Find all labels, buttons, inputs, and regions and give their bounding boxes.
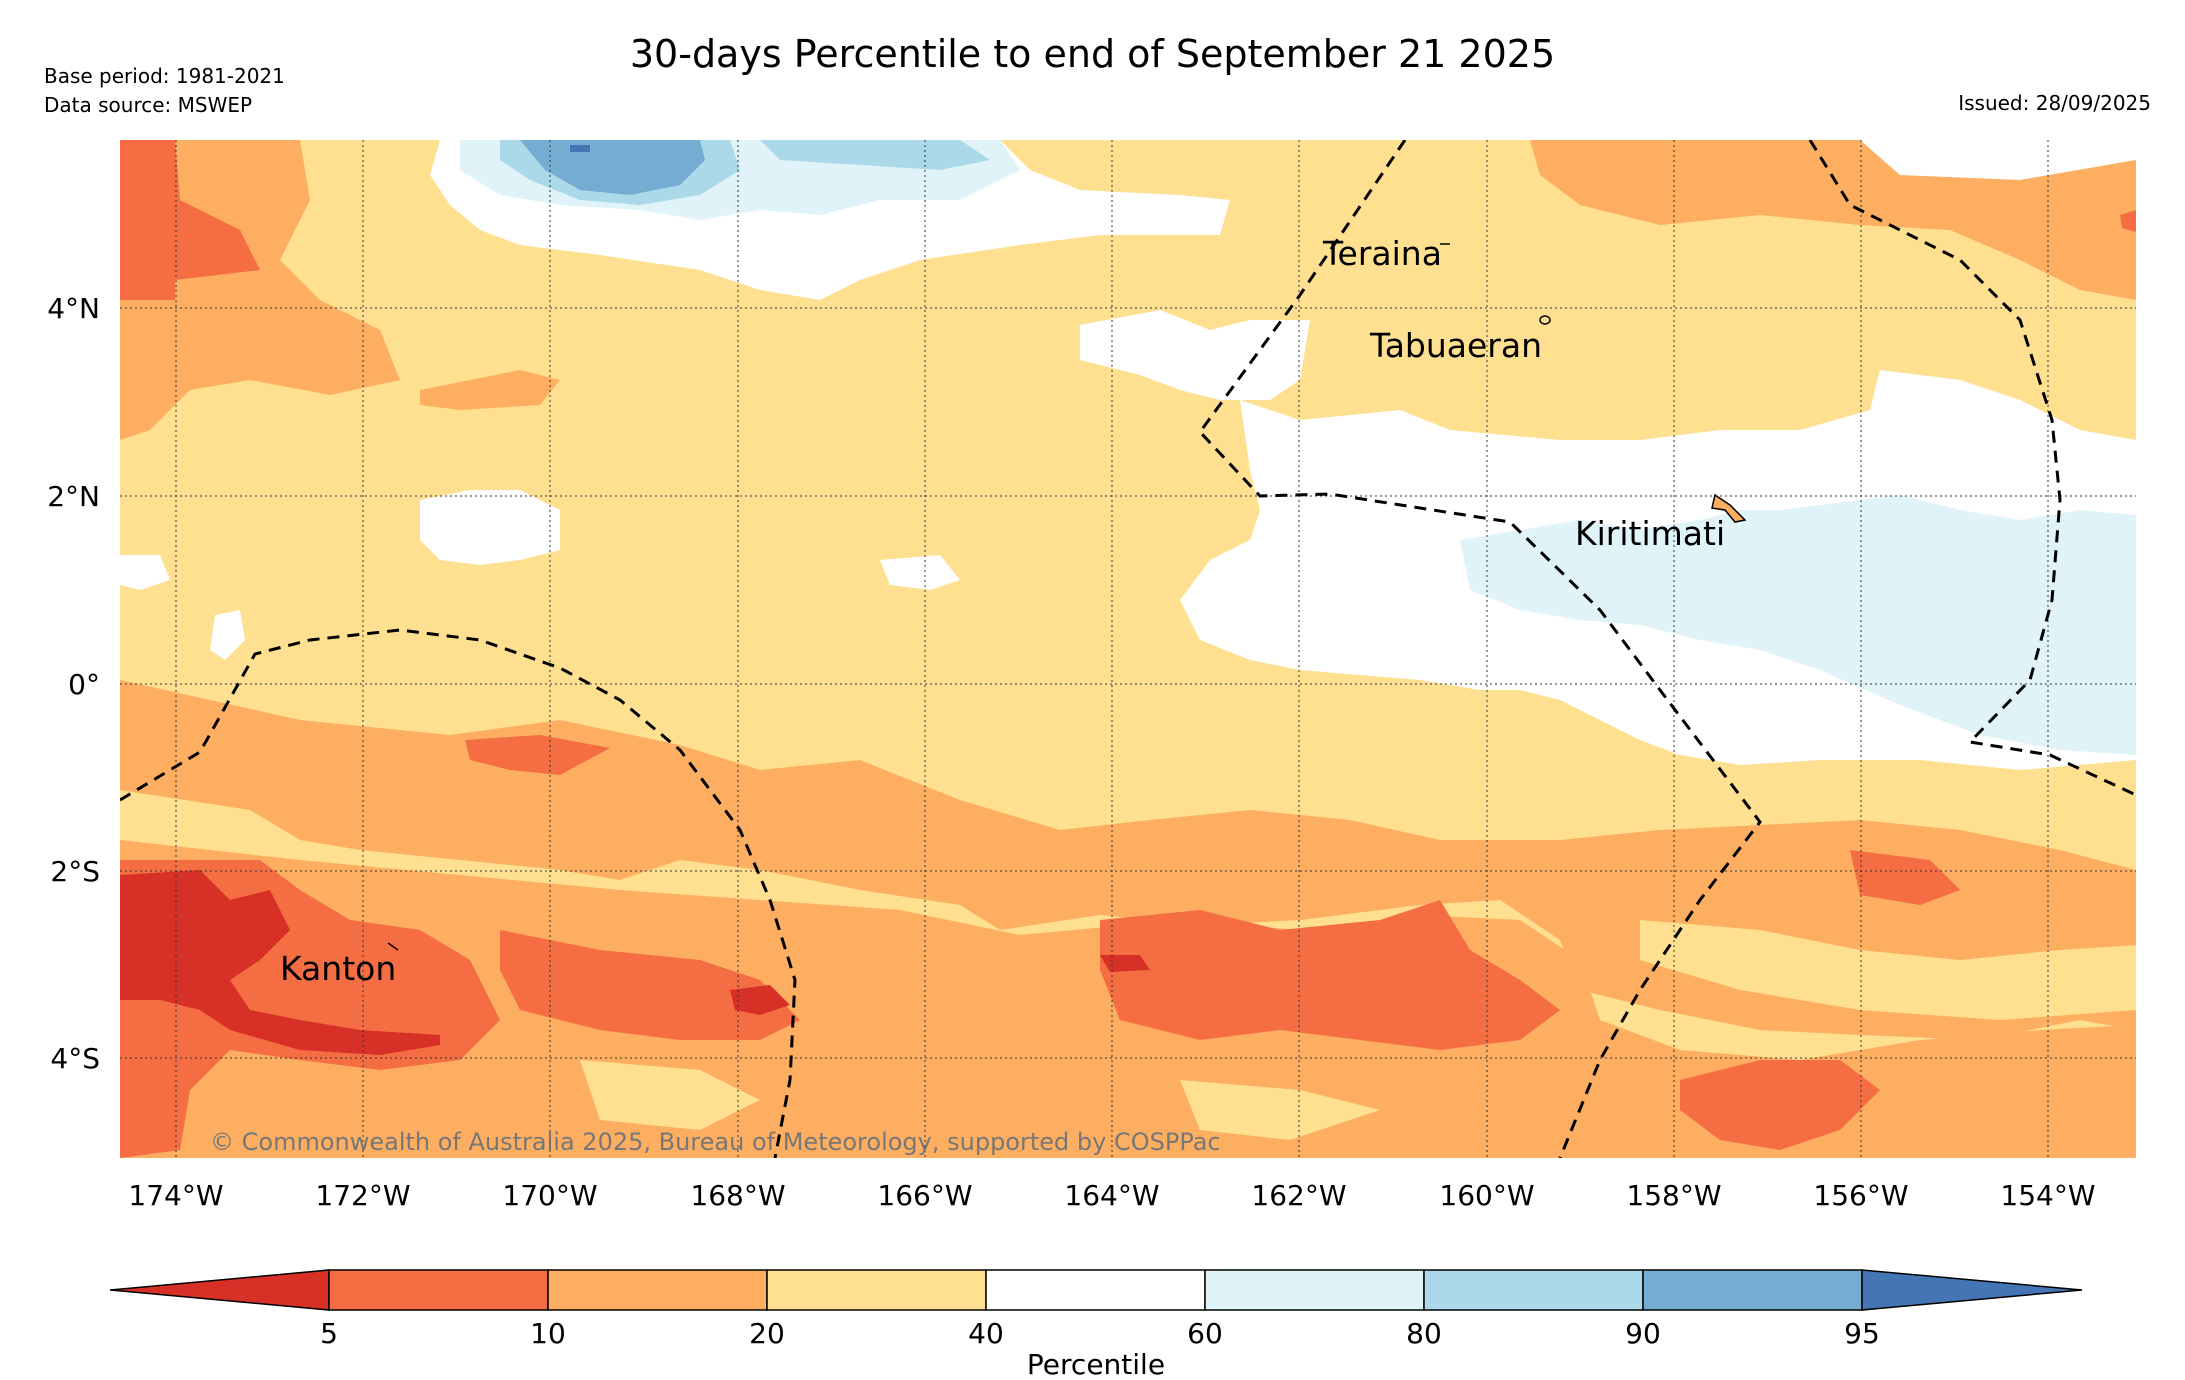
label-kiritimati: Kiritimati xyxy=(1575,514,1725,553)
lon-tick: 158°W xyxy=(1626,1179,1721,1212)
colorbar-title: Percentile xyxy=(1027,1348,1165,1380)
eez-line-phoenix xyxy=(120,628,797,1158)
region-lt5-south-mid xyxy=(1100,955,1150,972)
colorbar-40-60 xyxy=(985,1269,1206,1311)
colorbar-tick: 20 xyxy=(749,1317,785,1350)
lon-tick: 174°W xyxy=(128,1179,223,1212)
lat-tick: 2°S xyxy=(50,855,100,888)
region-5-10-southeast xyxy=(1680,1060,1880,1150)
colorbar-tick: 80 xyxy=(1406,1317,1442,1350)
longitude-axis: 174°W 172°W 170°W 168°W 166°W 164°W 162°… xyxy=(128,1179,2095,1212)
map-title: 30-days Percentile to end of September 2… xyxy=(629,32,1556,76)
region-40-60-north-center xyxy=(1080,310,1310,400)
colorbar-tick: 5 xyxy=(320,1317,338,1350)
region-20-40-south-gap2 xyxy=(1180,1080,1380,1140)
lat-tick: 4°S xyxy=(50,1042,100,1075)
region-20-40-southeast-gap xyxy=(1640,920,2136,1020)
island-kanton xyxy=(387,942,399,951)
region-40-60-west-blob2 xyxy=(210,610,245,660)
region-5-10-south-central xyxy=(500,930,800,1040)
data-source: Data source: MSWEP xyxy=(44,93,253,117)
eez-boundaries xyxy=(120,140,2136,1158)
region-gt95-north xyxy=(570,145,590,152)
lon-tick: 170°W xyxy=(502,1179,597,1212)
label-tabuaeran: Tabuaeran xyxy=(1369,326,1542,365)
lon-tick: 156°W xyxy=(1813,1179,1908,1212)
region-40-60-west-blob xyxy=(420,490,560,565)
island-tabuaeran xyxy=(1539,315,1551,325)
colorbar-20-40 xyxy=(766,1269,987,1311)
region-5-10-east xyxy=(1850,850,1960,905)
lon-tick: 164°W xyxy=(1064,1179,1159,1212)
region-60-80-east xyxy=(1460,495,2136,755)
region-5-10-east-edge xyxy=(2120,210,2136,232)
label-kanton: Kanton xyxy=(280,949,396,988)
meta-info: Base period: 1981-2021 Data source: MSWE… xyxy=(44,62,285,120)
colorbar-5-10 xyxy=(328,1269,549,1311)
eez-line-east xyxy=(1808,140,2136,797)
colorbar xyxy=(109,1269,2083,1311)
region-10-20-northeast xyxy=(1530,140,2136,300)
region-40-60-west-edge xyxy=(120,555,170,590)
gridlines xyxy=(120,140,2136,1158)
colorbar-tick: 95 xyxy=(1844,1317,1880,1350)
colorbar-tick: 10 xyxy=(530,1317,566,1350)
colorbar-60-80 xyxy=(1204,1269,1425,1311)
label-teraina: Teraina xyxy=(1322,234,1442,273)
island-kiritimati xyxy=(1711,493,1747,523)
region-lt5-southwest xyxy=(120,870,440,1055)
lon-tick: 160°W xyxy=(1439,1179,1534,1212)
latitude-axis: 4°N 2°N 0° 2°S 4°S xyxy=(47,292,100,1075)
region-40-60-northeast-edge xyxy=(1860,140,2136,180)
colorbar-gt95 xyxy=(1861,1269,2083,1311)
lon-tick: 166°W xyxy=(877,1179,972,1212)
copyright-notice: © Commonwealth of Australia 2025, Bureau… xyxy=(210,1128,1221,1156)
region-20-40-south-gap xyxy=(580,1060,760,1130)
lat-tick: 4°N xyxy=(47,292,100,325)
lon-tick: 172°W xyxy=(315,1179,410,1212)
region-80-90-north2 xyxy=(760,140,990,170)
region-5-10-band-north xyxy=(465,735,610,775)
region-10-20-south xyxy=(120,680,2136,1040)
colorbar-90-95 xyxy=(1642,1269,1863,1311)
colorbar-tick: 40 xyxy=(968,1317,1004,1350)
colorbar-10-20 xyxy=(547,1269,768,1311)
region-5-10-northwest xyxy=(120,140,260,300)
lat-tick: 0° xyxy=(68,668,100,701)
eez-line-line-islands xyxy=(1198,140,1762,1158)
lon-tick: 162°W xyxy=(1251,1179,1346,1212)
base-period: Base period: 1981-2021 xyxy=(44,64,285,88)
colorbar-lt5 xyxy=(109,1269,330,1311)
map-area xyxy=(120,140,2136,1158)
lon-tick: 154°W xyxy=(2000,1179,2095,1212)
colorbar-80-90 xyxy=(1423,1269,1644,1311)
colorbar-tick: 90 xyxy=(1625,1317,1661,1350)
region-40-60-center-blob xyxy=(880,555,960,590)
colorbar-ticks: 5 10 20 40 60 80 90 95 Percentile xyxy=(320,1317,1880,1380)
colorbar-tick: 60 xyxy=(1187,1317,1223,1350)
region-90-95-north xyxy=(520,140,705,195)
lon-tick: 168°W xyxy=(690,1179,785,1212)
issued-date: Issued: 28/09/2025 xyxy=(1958,91,2151,115)
region-10-20-north-band xyxy=(420,370,560,410)
lat-tick: 2°N xyxy=(47,480,100,513)
region-5-10-south-mid xyxy=(1100,900,1560,1050)
region-lt5-south-central xyxy=(730,985,790,1015)
